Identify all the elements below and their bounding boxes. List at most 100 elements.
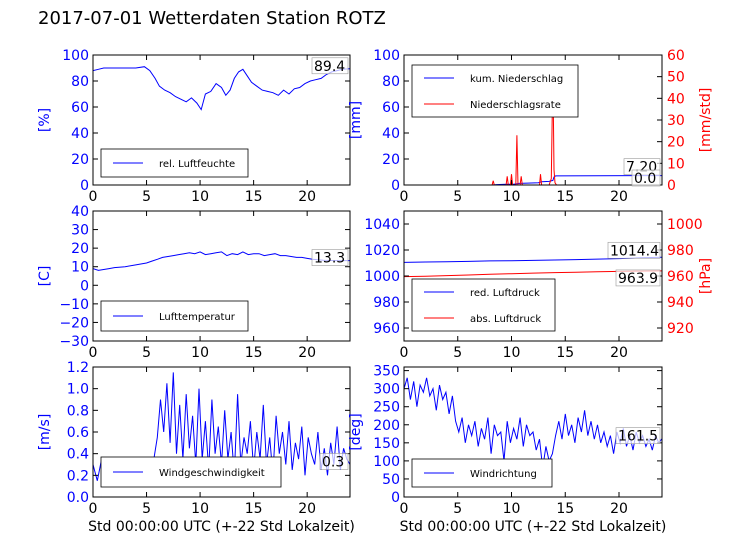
y-tick-label-right: 1000 <box>667 217 703 233</box>
series-line-left-0 <box>404 256 662 263</box>
x-tick-label: 0 <box>89 189 98 205</box>
y-tick-label: 0 <box>391 178 400 194</box>
y-tick-label: 80 <box>71 74 89 90</box>
y-tick-label-right: 980 <box>667 243 694 259</box>
x-tick-label: 5 <box>453 501 462 517</box>
y-tick-label: 980 <box>373 295 400 311</box>
x-tick-label: 5 <box>142 501 151 517</box>
x-tick-label: 15 <box>245 501 263 517</box>
y-tick-label-right: 60 <box>667 48 685 64</box>
legend: kum. Niederschlag Niederschlagsrate <box>411 64 579 118</box>
value-annotation: 963.9 <box>618 271 658 287</box>
y-axis-label: [C] <box>37 266 53 287</box>
y-tick-label-right: 920 <box>667 321 694 337</box>
y-tick-label: 960 <box>373 321 400 337</box>
x-tick-label: 15 <box>556 345 574 361</box>
page-title: 2017-07-01 Wetterdaten Station ROTZ <box>38 8 386 29</box>
series-line-left-0 <box>404 175 662 185</box>
y-tick-label: 60 <box>71 100 89 116</box>
y-tick-label-right: 10 <box>667 156 685 172</box>
legend: Windrichtung <box>411 458 553 488</box>
panel-humidity: 0 5 10 15 20 0 20 40 60 80 100 [%] rel. Luftfeuchte 8… <box>37 48 351 205</box>
x-tick-label: 5 <box>453 189 462 205</box>
x-tick-label: 15 <box>245 345 263 361</box>
legend-label: rel. Luftfeuchte <box>159 159 235 170</box>
y-tick-label-right: 50 <box>667 70 685 86</box>
legend-label: Windrichtung <box>470 469 537 480</box>
series-line-right-0 <box>404 70 662 185</box>
x-tick-label: 10 <box>191 501 209 517</box>
legend-label: Niederschlagsrate <box>470 100 561 111</box>
y-tick-label: 10 <box>71 260 89 276</box>
axes-frame <box>92 54 351 186</box>
y-tick-label-right: 960 <box>667 269 694 285</box>
y-tick-label-right: 0 <box>667 178 676 194</box>
legend-label: kum. Niederschlag <box>470 74 563 85</box>
y-axis-label: [deg] <box>348 413 364 450</box>
panel-windspeed: 0 5 10 15 20 0.0 0.2 0.4 0.6 0.8 1.0 1.2 [m/s] Std 00… <box>37 360 355 535</box>
y-tick-label: 350 <box>373 364 400 380</box>
y-tick-label: 150 <box>373 436 400 452</box>
y-tick-label: 40 <box>382 126 400 142</box>
y-tick-label: −20 <box>59 315 89 331</box>
y-tick-label: 40 <box>71 126 89 142</box>
x-tick-label: 5 <box>453 345 462 361</box>
legend-label: Windgeschwindigkeit <box>159 468 265 479</box>
x-tick-label: 0 <box>400 345 409 361</box>
legend-label: red. Luftdruck <box>470 288 540 299</box>
y-tick-label: 1040 <box>364 217 400 233</box>
legend-label: abs. Luftdruck <box>470 314 541 325</box>
y-tick-label: −10 <box>59 297 89 313</box>
y-tick-label: 250 <box>373 400 400 416</box>
x-tick-label: 0 <box>89 345 98 361</box>
y-tick-label: 20 <box>71 241 89 257</box>
legend: red. Luftdruck abs. Luftdruck <box>411 278 556 332</box>
y-tick-label: 100 <box>373 48 400 64</box>
x-tick-label: 10 <box>503 501 521 517</box>
y-axis-label-right: [mm/std] <box>698 88 714 153</box>
y-tick-label-right: 30 <box>667 113 685 129</box>
axes-frame <box>92 210 351 342</box>
x-tick-label: 15 <box>556 189 574 205</box>
legend-box <box>411 64 579 118</box>
value-annotation-box <box>615 427 661 444</box>
y-tick-label: 40 <box>71 204 89 220</box>
x-tick-label: 5 <box>142 345 151 361</box>
x-tick-label: 10 <box>191 189 209 205</box>
y-tick-label: 60 <box>382 100 400 116</box>
x-tick-label: 20 <box>610 345 628 361</box>
y-tick-label: 0 <box>80 178 89 194</box>
y-axis-label: [%] <box>37 108 53 132</box>
x-tick-label: 5 <box>142 189 151 205</box>
y-tick-label-right: 940 <box>667 295 694 311</box>
value-annotation: 0.3 <box>322 455 344 471</box>
y-axis-label: [mm] <box>348 101 364 139</box>
x-tick-label: 0 <box>89 501 98 517</box>
panel-precipitation: 0 5 10 15 20 0 20 40 60 80 100 0 10 20 30 40 50 60 [mm] [mm… <box>348 48 714 205</box>
y-tick-label: 0.6 <box>67 425 89 441</box>
x-axis-label: Std 00:00:00 UTC (+-22 Std Lokalzeit) <box>88 519 355 535</box>
axes-frame <box>403 366 663 498</box>
series-line-left-0 <box>404 377 662 469</box>
series-line-left-0 <box>93 66 350 111</box>
y-tick-label: 0.4 <box>67 447 89 463</box>
y-tick-label: 1000 <box>364 269 400 285</box>
y-tick-label: 20 <box>382 152 400 168</box>
value-annotation-box <box>311 249 349 266</box>
value-annotation-box <box>631 169 661 187</box>
x-tick-label: 15 <box>556 501 574 517</box>
value-annotation: 89.4 <box>314 59 345 75</box>
y-tick-label: 1.2 <box>67 360 89 376</box>
y-tick-label: 30 <box>71 223 89 239</box>
legend-box <box>411 278 556 332</box>
value-annotation: 13.3 <box>314 251 345 267</box>
y-axis-label: [m/s] <box>37 414 53 451</box>
value-annotation-box <box>607 241 661 259</box>
x-tick-label: 20 <box>298 345 316 361</box>
y-tick-label: 100 <box>373 454 400 470</box>
value-annotation: 0.0 <box>634 171 656 187</box>
y-tick-label: 100 <box>62 48 89 64</box>
y-tick-label: 0.2 <box>67 468 89 484</box>
y-tick-label: 1020 <box>364 243 400 259</box>
